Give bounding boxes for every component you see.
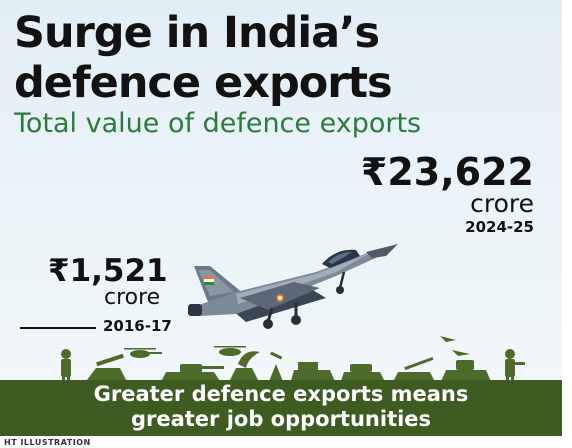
fighter-jet-icon — [188, 244, 398, 329]
baseline-rule — [20, 327, 96, 329]
latest-export-year: 2024-25 — [465, 218, 534, 236]
footer-line-2: greater job opportunities — [130, 407, 432, 431]
subtitle: Total value of defence exports — [14, 108, 422, 139]
footer-band — [0, 380, 562, 436]
latest-export-value: ₹23,622 — [360, 150, 534, 194]
image-credit: HT ILLUSTRATION — [4, 438, 91, 447]
earlier-export-year: 2016-17 — [103, 317, 172, 335]
earlier-export-value: ₹1,521 — [48, 253, 168, 289]
footer-message: Greater defence exports means greater jo… — [0, 382, 562, 432]
footer-line-1: Greater defence exports means — [93, 382, 469, 406]
earlier-export-unit: crore — [104, 285, 161, 310]
headline-line-2: defence exports — [14, 58, 393, 108]
headline-line-1: Surge in India’s — [14, 8, 380, 58]
infographic-card: Surge in India’s defence exports Total v… — [0, 0, 562, 436]
latest-export-unit: crore — [470, 189, 534, 218]
military-silhouettes-icon — [0, 336, 562, 384]
headline: Surge in India’s defence exports — [14, 8, 554, 108]
